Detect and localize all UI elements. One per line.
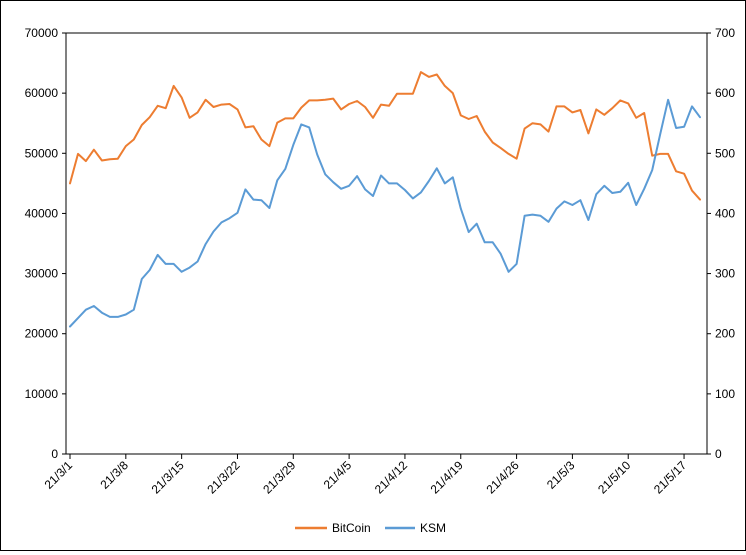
y-left-tick-label: 0 xyxy=(51,447,58,461)
y-left-tick-label: 40000 xyxy=(25,206,59,220)
series-line-bitcoin xyxy=(69,71,701,201)
y-left-tick-label: 70000 xyxy=(25,26,59,40)
y-left-tick-label: 10000 xyxy=(25,387,59,401)
x-tick-label: 21/3/22 xyxy=(204,458,242,496)
y-left-tick-label: 60000 xyxy=(25,86,59,100)
y-right-tick-label: 200 xyxy=(715,327,735,341)
series-layer xyxy=(69,71,701,328)
x-tick-label: 21/4/19 xyxy=(428,458,466,496)
x-tick-label: 21/4/5 xyxy=(321,458,355,492)
x-tick-label: 21/5/17 xyxy=(651,458,689,496)
legend: BitCoin KSM xyxy=(295,521,446,535)
x-tick-label: 21/4/26 xyxy=(483,458,521,496)
y-right-tick-label: 300 xyxy=(715,267,735,281)
y-right-tick-label: 600 xyxy=(715,86,735,100)
legend-ksm-label: KSM xyxy=(420,521,446,535)
x-tick-label: 21/5/10 xyxy=(595,458,633,496)
plot-area xyxy=(65,32,708,455)
x-tick-label: 21/5/3 xyxy=(544,458,578,492)
y-left-tick-label: 50000 xyxy=(25,146,59,160)
x-tick-label: 21/3/8 xyxy=(97,458,131,492)
x-tick-label: 21/3/29 xyxy=(260,458,298,496)
legend-bitcoin-label: BitCoin xyxy=(332,521,371,535)
y-right-tick-label: 0 xyxy=(715,447,722,461)
x-tick-label: 21/3/1 xyxy=(42,458,76,492)
y-left-tick-label: 20000 xyxy=(25,327,59,341)
x-tick-label: 21/4/12 xyxy=(372,458,410,496)
x-tick-label: 21/3/15 xyxy=(149,458,187,496)
y-right-tick-label: 100 xyxy=(715,387,735,401)
y-left-tick-label: 30000 xyxy=(25,267,59,281)
series-line-ksm xyxy=(69,98,701,328)
y-right-tick-label: 400 xyxy=(715,206,735,220)
y-right-tick-label: 700 xyxy=(715,26,735,40)
y-right-tick-label: 500 xyxy=(715,146,735,160)
